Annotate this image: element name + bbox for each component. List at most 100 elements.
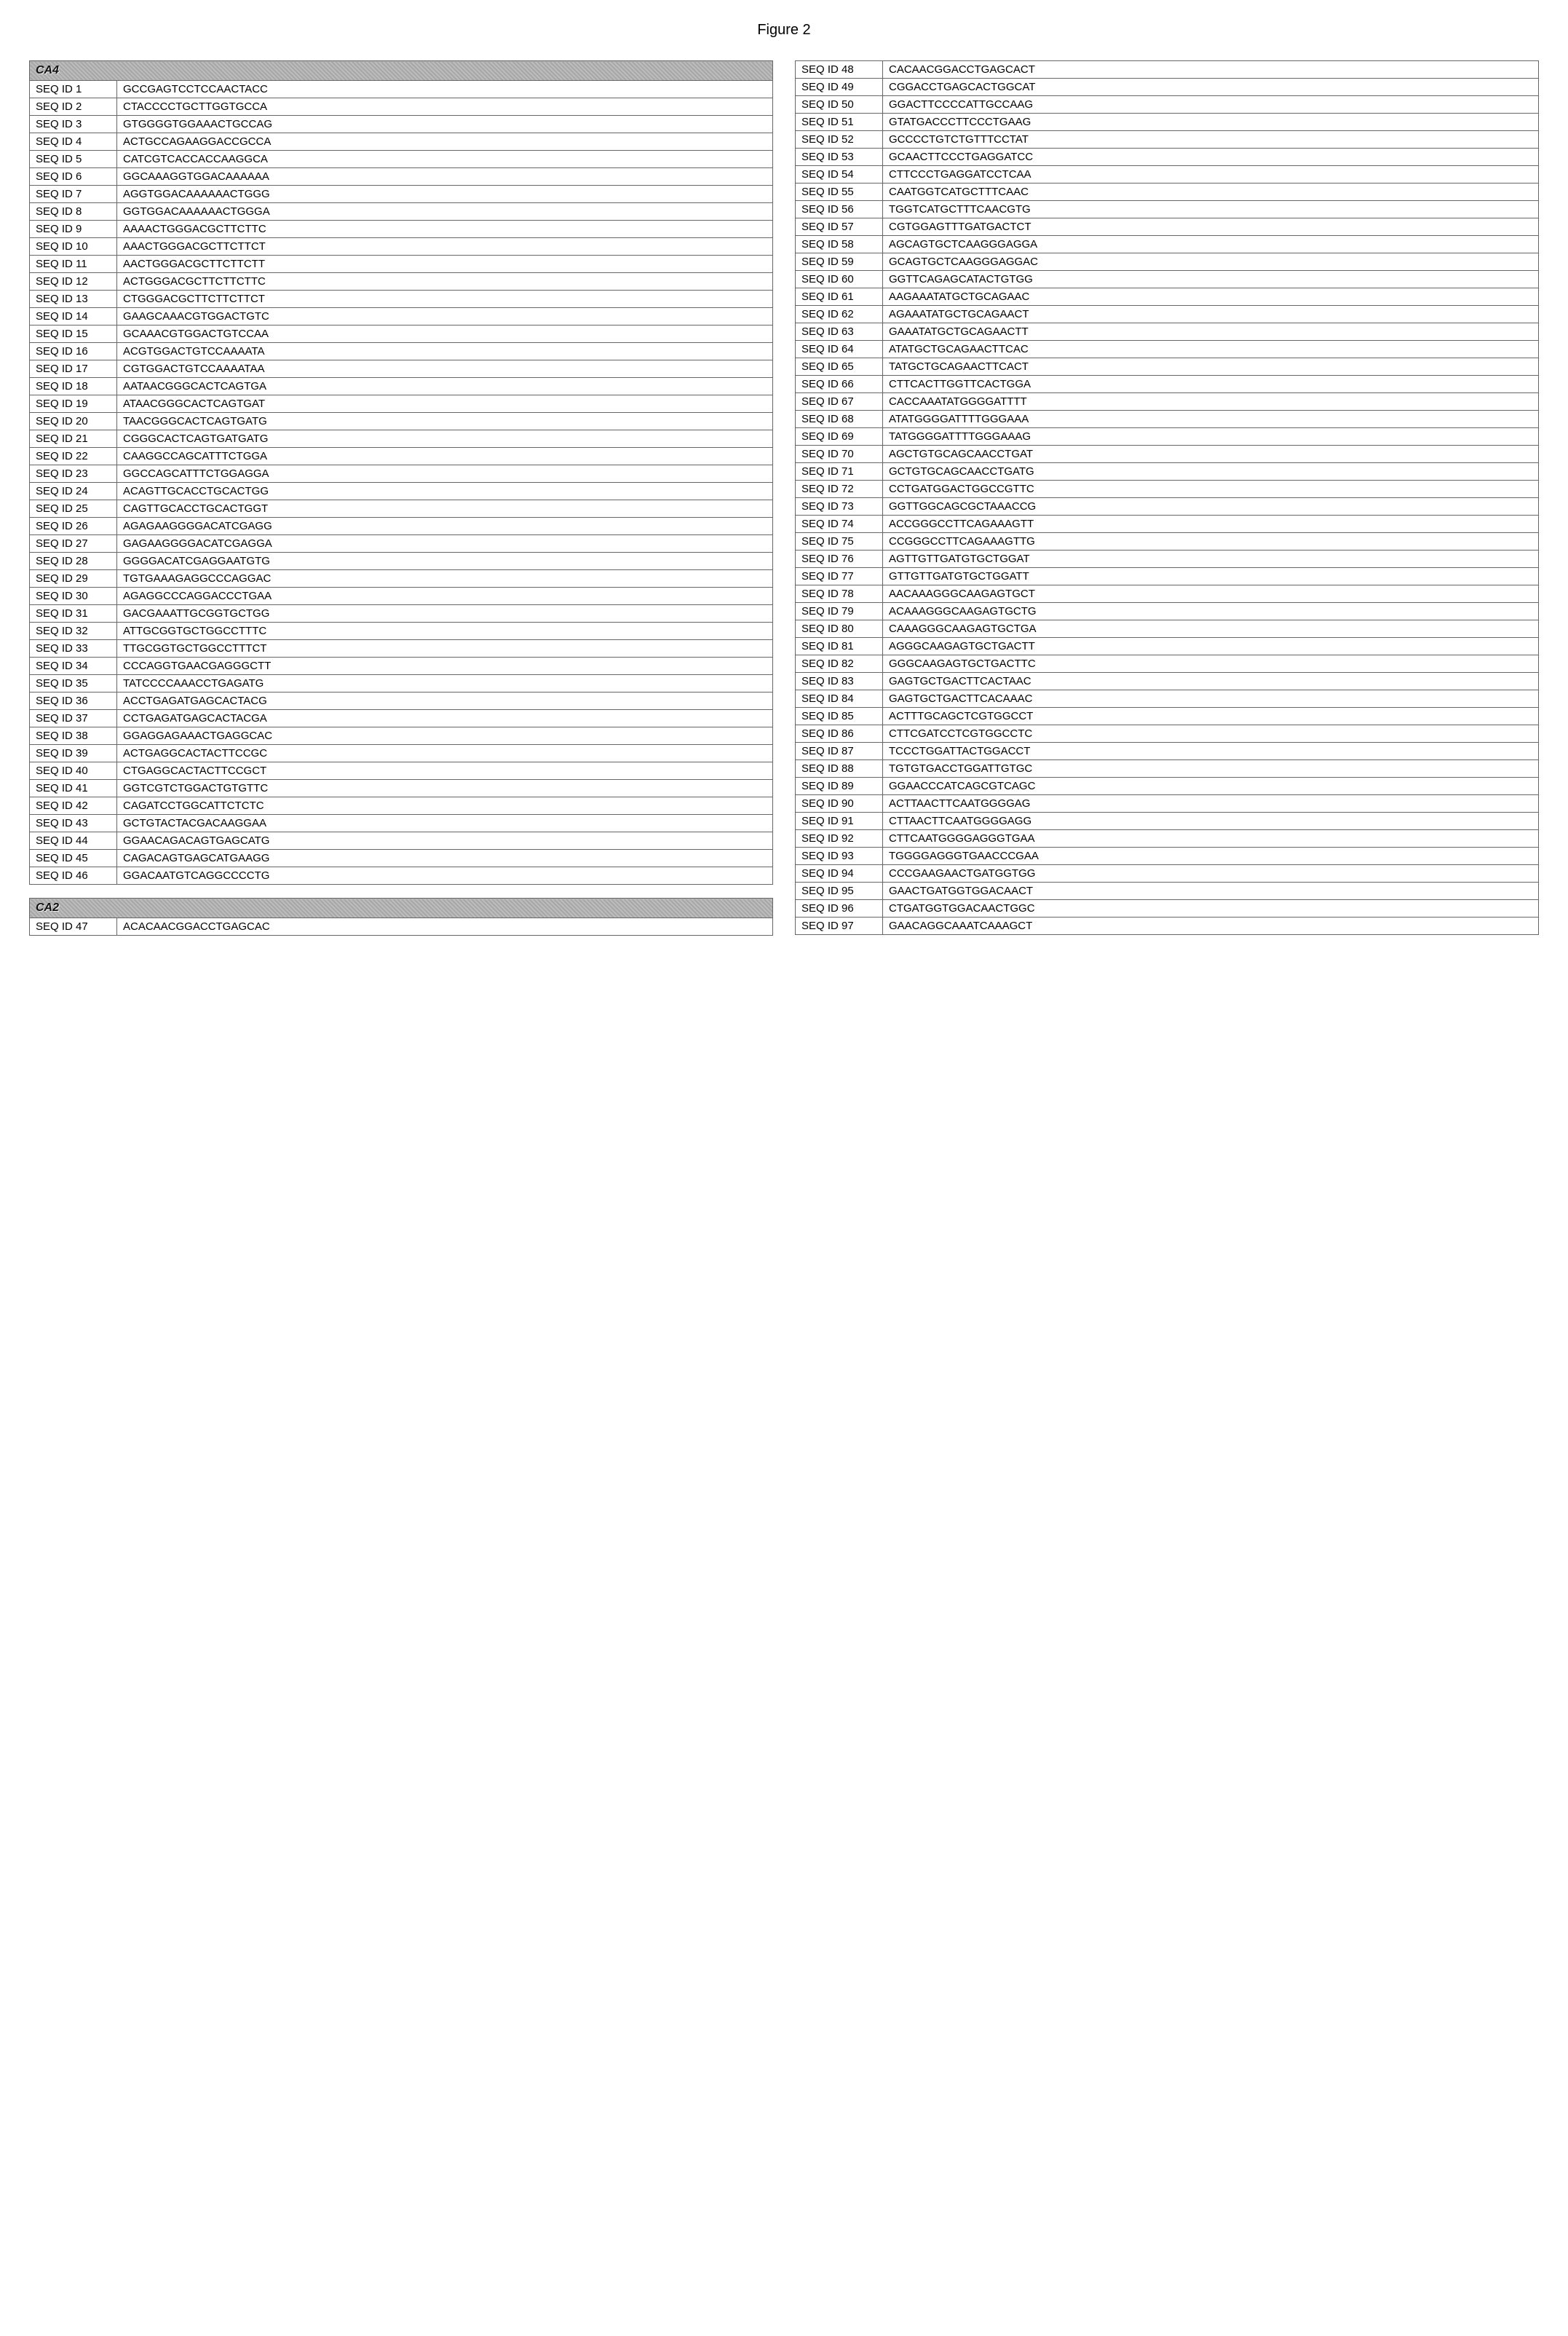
seq-value-cell: CTACCCCTGCTTGGTGCCA bbox=[117, 98, 773, 116]
table-row: SEQ ID 78AACAAAGGGCAAGAGTGCT bbox=[796, 585, 1539, 603]
seq-id-cell: SEQ ID 13 bbox=[30, 291, 117, 308]
seq-value-cell: GGGGACATCGAGGAATGTG bbox=[117, 553, 773, 570]
table-row: SEQ ID 33TTGCGGTGCTGGCCTTTCT bbox=[30, 640, 773, 658]
seq-id-cell: SEQ ID 51 bbox=[796, 114, 883, 131]
table-row: SEQ ID 91CTTAACTTCAATGGGGAGG bbox=[796, 813, 1539, 830]
table-row: SEQ ID 10AAACTGGGACGCTTCTTCT bbox=[30, 238, 773, 256]
table-row: SEQ ID 24ACAGTTGCACCTGCACTGG bbox=[30, 483, 773, 500]
table-row: SEQ ID 17CGTGGACTGTCCAAAATAA bbox=[30, 360, 773, 378]
seq-value-cell: AACTGGGACGCTTCTTCTT bbox=[117, 256, 773, 273]
seq-value-cell: CAGACAGTGAGCATGAAGG bbox=[117, 850, 773, 867]
table-row: SEQ ID 65TATGCTGCAGAACTTCACT bbox=[796, 358, 1539, 376]
seq-id-cell: SEQ ID 22 bbox=[30, 448, 117, 465]
seq-value-cell: GTATGACCCTTCCCTGAAG bbox=[883, 114, 1539, 131]
seq-id-cell: SEQ ID 73 bbox=[796, 498, 883, 516]
seq-id-cell: SEQ ID 91 bbox=[796, 813, 883, 830]
seq-id-cell: SEQ ID 17 bbox=[30, 360, 117, 378]
table-row: SEQ ID 70AGCTGTGCAGCAACCTGAT bbox=[796, 446, 1539, 463]
table-row: SEQ ID 51GTATGACCCTTCCCTGAAG bbox=[796, 114, 1539, 131]
seq-value-cell: GCAACTTCCCTGAGGATCC bbox=[883, 149, 1539, 166]
table-row: SEQ ID 75CCGGGCCTTCAGAAAGTTG bbox=[796, 533, 1539, 551]
sequence-table: CA2SEQ ID 47ACACAACGGACCTGAGCAC bbox=[29, 898, 773, 936]
table-row: SEQ ID 57CGTGGAGTTTGATGACTCT bbox=[796, 218, 1539, 236]
table-row: SEQ ID 89GGAACCCATCAGCGTCAGC bbox=[796, 778, 1539, 795]
seq-value-cell: ACACAACGGACCTGAGCAC bbox=[117, 918, 773, 936]
seq-value-cell: ATAACGGGCACTCAGTGAT bbox=[117, 395, 773, 413]
seq-id-cell: SEQ ID 50 bbox=[796, 96, 883, 114]
table-row: SEQ ID 69TATGGGGATTTTGGGAAAG bbox=[796, 428, 1539, 446]
seq-value-cell: ACTTTGCAGCTCGTGGCCT bbox=[883, 708, 1539, 725]
seq-id-cell: SEQ ID 46 bbox=[30, 867, 117, 885]
table-row: SEQ ID 95GAACTGATGGTGGACAACT bbox=[796, 883, 1539, 900]
seq-id-cell: SEQ ID 61 bbox=[796, 288, 883, 306]
seq-value-cell: GGACAATGTCAGGCCCCTG bbox=[117, 867, 773, 885]
seq-id-cell: SEQ ID 94 bbox=[796, 865, 883, 883]
table-row: SEQ ID 77GTTGTTGATGTGCTGGATT bbox=[796, 568, 1539, 585]
seq-id-cell: SEQ ID 41 bbox=[30, 780, 117, 797]
table-row: SEQ ID 83GAGTGCTGACTTCACTAAC bbox=[796, 673, 1539, 690]
seq-id-cell: SEQ ID 47 bbox=[30, 918, 117, 936]
table-row: SEQ ID 80CAAAGGGCAAGAGTGCTGA bbox=[796, 620, 1539, 638]
seq-id-cell: SEQ ID 15 bbox=[30, 325, 117, 343]
table-row: SEQ ID 1GCCGAGTCCTCCAACTACC bbox=[30, 81, 773, 98]
table-row: SEQ ID 25CAGTTGCACCTGCACTGGT bbox=[30, 500, 773, 518]
seq-id-cell: SEQ ID 40 bbox=[30, 762, 117, 780]
seq-value-cell: GGACTTCCCCATTGCCAAG bbox=[883, 96, 1539, 114]
seq-id-cell: SEQ ID 35 bbox=[30, 675, 117, 692]
table-row: SEQ ID 38GGAGGAGAAACTGAGGCAC bbox=[30, 727, 773, 745]
seq-id-cell: SEQ ID 45 bbox=[30, 850, 117, 867]
table-row: SEQ ID 72CCTGATGGACTGGCCGTTC bbox=[796, 481, 1539, 498]
seq-value-cell: CCTGATGGACTGGCCGTTC bbox=[883, 481, 1539, 498]
seq-id-cell: SEQ ID 67 bbox=[796, 393, 883, 411]
table-row: SEQ ID 97GAACAGGCAAATCAAAGCT bbox=[796, 918, 1539, 935]
table-row: SEQ ID 94CCCGAAGAACTGATGGTGG bbox=[796, 865, 1539, 883]
seq-value-cell: CTTCCCTGAGGATCCTCAA bbox=[883, 166, 1539, 184]
seq-value-cell: GGAACAGACAGTGAGCATG bbox=[117, 832, 773, 850]
seq-id-cell: SEQ ID 39 bbox=[30, 745, 117, 762]
seq-value-cell: ACAAAGGGCAAGAGTGCTG bbox=[883, 603, 1539, 620]
seq-id-cell: SEQ ID 90 bbox=[796, 795, 883, 813]
seq-id-cell: SEQ ID 38 bbox=[30, 727, 117, 745]
seq-value-cell: GGTTGGCAGCGCTAAACCG bbox=[883, 498, 1539, 516]
seq-value-cell: ATATGGGGATTTTGGGAAA bbox=[883, 411, 1539, 428]
table-row: SEQ ID 92CTTCAATGGGGAGGGTGAA bbox=[796, 830, 1539, 848]
seq-value-cell: GAGAAGGGGACATCGAGGA bbox=[117, 535, 773, 553]
seq-value-cell: GACGAAATTGCGGTGCTGG bbox=[117, 605, 773, 623]
table-row: SEQ ID 16ACGTGGACTGTCCAAAATA bbox=[30, 343, 773, 360]
seq-id-cell: SEQ ID 19 bbox=[30, 395, 117, 413]
seq-value-cell: ACTGGGACGCTTCTTCTTC bbox=[117, 273, 773, 291]
seq-id-cell: SEQ ID 84 bbox=[796, 690, 883, 708]
right-column: SEQ ID 48CACAACGGACCTGAGCACTSEQ ID 49CGG… bbox=[795, 60, 1539, 935]
seq-value-cell: TCCCTGGATTACTGGACCT bbox=[883, 743, 1539, 760]
seq-value-cell: ACGTGGACTGTCCAAAATA bbox=[117, 343, 773, 360]
seq-value-cell: GCTGTACTACGACAAGGAA bbox=[117, 815, 773, 832]
table-row: SEQ ID 48CACAACGGACCTGAGCACT bbox=[796, 61, 1539, 79]
seq-value-cell: CTTCACTTGGTTCACTGGA bbox=[883, 376, 1539, 393]
table-row: SEQ ID 52GCCCCTGTCTGTTTCCTAT bbox=[796, 131, 1539, 149]
seq-value-cell: GAAGCAAACGTGGACTGTC bbox=[117, 308, 773, 325]
seq-id-cell: SEQ ID 2 bbox=[30, 98, 117, 116]
table-row: SEQ ID 74ACCGGGCCTTCAGAAAGTT bbox=[796, 516, 1539, 533]
seq-id-cell: SEQ ID 4 bbox=[30, 133, 117, 151]
seq-value-cell: GGTCGTCTGGACTGTGTTC bbox=[117, 780, 773, 797]
seq-value-cell: ACTGAGGCACTACTTCCGC bbox=[117, 745, 773, 762]
seq-id-cell: SEQ ID 3 bbox=[30, 116, 117, 133]
seq-id-cell: SEQ ID 85 bbox=[796, 708, 883, 725]
seq-value-cell: AGGGCAAGAGTGCTGACTT bbox=[883, 638, 1539, 655]
seq-value-cell: CTTAACTTCAATGGGGAGG bbox=[883, 813, 1539, 830]
seq-value-cell: CTGATGGTGGACAACTGGC bbox=[883, 900, 1539, 918]
section-header: CA2 bbox=[30, 899, 773, 918]
seq-id-cell: SEQ ID 83 bbox=[796, 673, 883, 690]
seq-value-cell: CGGGCACTCAGTGATGATG bbox=[117, 430, 773, 448]
seq-value-cell: TAACGGGCACTCAGTGATG bbox=[117, 413, 773, 430]
seq-value-cell: AATAACGGGCACTCAGTGA bbox=[117, 378, 773, 395]
seq-id-cell: SEQ ID 28 bbox=[30, 553, 117, 570]
seq-id-cell: SEQ ID 92 bbox=[796, 830, 883, 848]
table-row: SEQ ID 30AGAGGCCCAGGACCCTGAA bbox=[30, 588, 773, 605]
seq-value-cell: ACTTAACTTCAATGGGGAG bbox=[883, 795, 1539, 813]
seq-id-cell: SEQ ID 29 bbox=[30, 570, 117, 588]
seq-id-cell: SEQ ID 54 bbox=[796, 166, 883, 184]
seq-value-cell: AAGAAATATGCTGCAGAAC bbox=[883, 288, 1539, 306]
seq-value-cell: GGTGGACAAAAAACTGGGA bbox=[117, 203, 773, 221]
seq-id-cell: SEQ ID 77 bbox=[796, 568, 883, 585]
